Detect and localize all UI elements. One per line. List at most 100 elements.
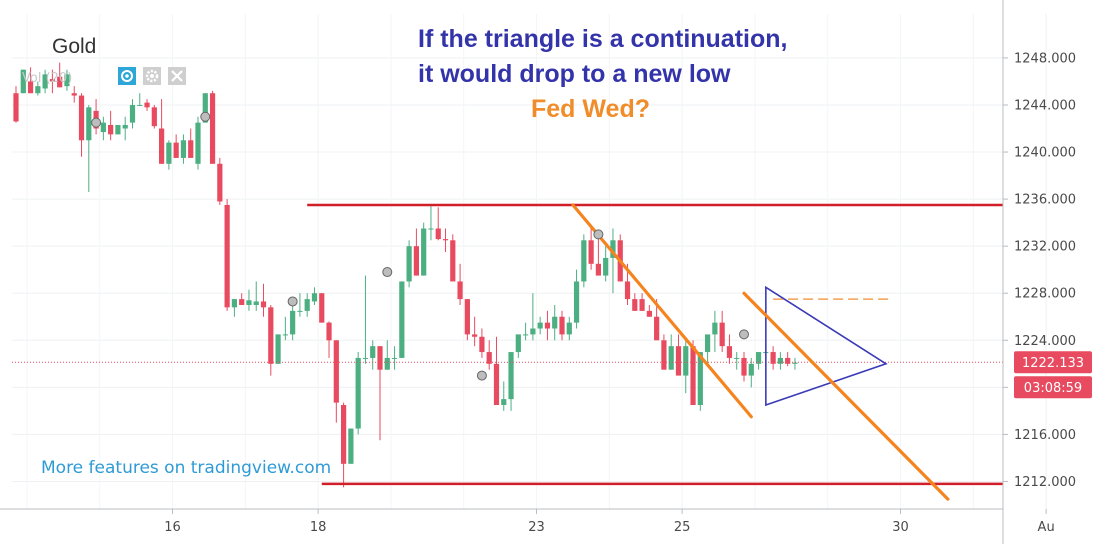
annotation-line-2: it would drop to a new low [418, 60, 731, 88]
chart-drawings [12, 111, 1003, 501]
candle-body [566, 322, 572, 335]
candle-body [450, 240, 456, 282]
candle-body [537, 322, 543, 329]
candle-body [646, 310, 652, 317]
candle-body [726, 346, 733, 358]
candle-body [253, 301, 259, 305]
candle-body [603, 257, 609, 276]
candle-body [362, 357, 369, 359]
candle-body [668, 346, 674, 370]
candle-body [260, 301, 267, 308]
symbol-label: Gold [52, 35, 96, 58]
candle-body [188, 140, 194, 158]
triangle-pattern [765, 285, 888, 407]
candle-body [486, 352, 492, 364]
current-price-value: 1222.133 [1022, 356, 1084, 371]
candle-body [413, 246, 419, 276]
candle-body [246, 300, 252, 305]
time-axis: 16 18 23 25 30 Au [0, 508, 1055, 535]
eye-icon [121, 70, 133, 82]
candle-body [137, 104, 143, 106]
candle-body [581, 240, 587, 282]
trend-line [571, 203, 753, 419]
candle-body [49, 79, 55, 82]
price-tick-label: 1232.000 [1014, 240, 1076, 255]
candle-body [624, 281, 631, 300]
candle-body [435, 228, 441, 240]
candle-body [748, 363, 754, 376]
candle-body [304, 299, 310, 311]
candle-body [42, 74, 48, 89]
candle-body [610, 240, 616, 258]
candle-body [777, 357, 783, 364]
indicator-remove-button[interactable] [168, 67, 186, 85]
candle-body [552, 316, 558, 329]
candle-body [632, 299, 638, 311]
candle-body [180, 140, 187, 158]
candle-body [472, 334, 478, 337]
candle-body [508, 352, 514, 400]
candle-body [719, 322, 725, 347]
candle-body [464, 299, 470, 335]
candle-body [355, 357, 361, 429]
candle-body [27, 81, 34, 94]
price-tick-label: 1240.000 [1014, 146, 1076, 161]
time-tick-label: Au [1038, 520, 1055, 535]
volume-indicator-label: Vol (20) [22, 71, 72, 86]
time-tick-label: 25 [674, 520, 691, 535]
candle-body [406, 246, 412, 282]
annotation-line-3: Fed Wed? [531, 95, 650, 123]
candle-body [268, 307, 274, 364]
candle-body [792, 362, 798, 364]
candle-body [231, 299, 237, 308]
candle-body [217, 163, 223, 202]
candle-body [661, 340, 667, 370]
candle-body [202, 93, 208, 123]
candle-body [224, 204, 230, 308]
indicator-marker [476, 370, 487, 381]
candle-body [144, 102, 150, 108]
candle-body [493, 363, 500, 405]
tradingview-watermark[interactable]: More features on tradingview.com [41, 458, 331, 478]
candle-body [399, 281, 405, 358]
price-axis: 1212.0001216.0001220.0001224.0001228.000… [1002, 0, 1076, 544]
price-tick-label: 1236.000 [1014, 193, 1076, 208]
indicator-marker [287, 296, 298, 307]
candle-body [391, 357, 398, 359]
candle-body [341, 404, 347, 464]
candle-body [523, 334, 529, 336]
indicator-visibility-button[interactable] [118, 67, 136, 85]
candle-body [35, 86, 41, 94]
indicator-marker [382, 267, 393, 278]
candle-body [690, 346, 696, 405]
candle-body [755, 352, 762, 364]
time-tick-label: 23 [528, 520, 545, 535]
candle-body [78, 95, 85, 141]
candle-body [588, 240, 594, 264]
candle-body [705, 334, 711, 353]
price-tick-label: 1248.000 [1014, 51, 1076, 66]
candle-body [57, 76, 63, 88]
candle-body [712, 322, 718, 335]
indicator-marker [593, 229, 604, 240]
candle-body [428, 228, 434, 230]
candle-body [785, 357, 791, 364]
time-tick-label: 16 [164, 520, 181, 535]
price-tick-label: 1216.000 [1014, 428, 1076, 443]
price-tick-label: 1224.000 [1014, 334, 1076, 349]
candle-body [384, 357, 390, 370]
candle-body [297, 310, 303, 312]
current-price-tag: 1222.133 [1014, 351, 1092, 374]
candle-body [108, 124, 114, 135]
time-tick-label: 18 [310, 520, 327, 535]
candle-body [239, 299, 245, 305]
bar-countdown-tag: 03:08:59 [1014, 376, 1092, 399]
price-tick-label: 1244.000 [1014, 98, 1076, 113]
price-tick-label: 1228.000 [1014, 287, 1076, 302]
candle-body [115, 124, 121, 135]
chart-grid [12, 14, 1047, 509]
candle-body [326, 322, 332, 341]
indicator-settings-button[interactable] [143, 67, 161, 85]
candle-body [421, 228, 427, 276]
